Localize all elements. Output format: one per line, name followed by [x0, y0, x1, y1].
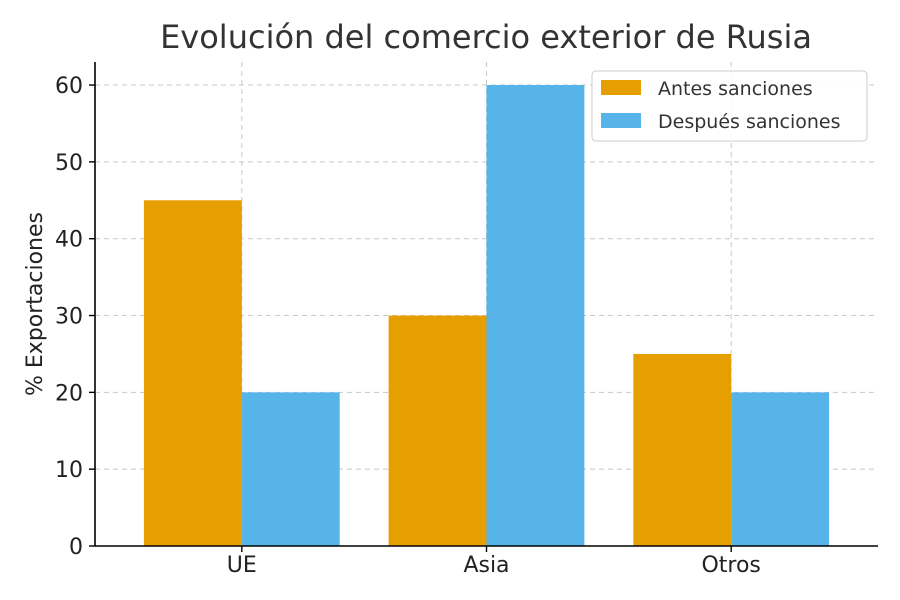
y-tick-label-10: 10: [55, 458, 83, 483]
y-tick-label-30: 30: [55, 305, 83, 330]
bar-antes-otros: [633, 353, 732, 546]
ticks: 0 10 20 30 40 50 60 UE Asia Otros: [55, 74, 761, 578]
legend-label-despues: Después sanciones: [658, 111, 841, 133]
bar-antes-ue: [143, 200, 242, 547]
chart-title: Evolución del comercio exterior de Rusia: [160, 18, 812, 56]
bar-antes-asia: [388, 315, 487, 546]
y-tick-label-60: 60: [55, 74, 83, 99]
y-axis-label: % Exportaciones: [23, 212, 48, 396]
legend: Antes sanciones Después sanciones: [591, 70, 868, 142]
legend-box: [591, 70, 868, 142]
y-tick-label-50: 50: [55, 151, 83, 176]
legend-label-antes: Antes sanciones: [658, 78, 813, 100]
x-tick-label-otros: Otros: [701, 553, 760, 578]
y-tick-label-20: 20: [55, 381, 83, 406]
bar-despues-asia: [486, 85, 585, 547]
legend-swatch-antes: [601, 80, 641, 95]
bar-despues-ue: [241, 392, 340, 546]
bars: [143, 85, 830, 547]
y-tick-label-0: 0: [69, 535, 83, 560]
legend-swatch-despues: [601, 113, 641, 128]
x-tick-label-asia: Asia: [463, 553, 509, 578]
bar-despues-otros: [731, 392, 830, 546]
y-tick-label-40: 40: [55, 228, 83, 253]
x-tick-label-ue: UE: [227, 553, 257, 578]
